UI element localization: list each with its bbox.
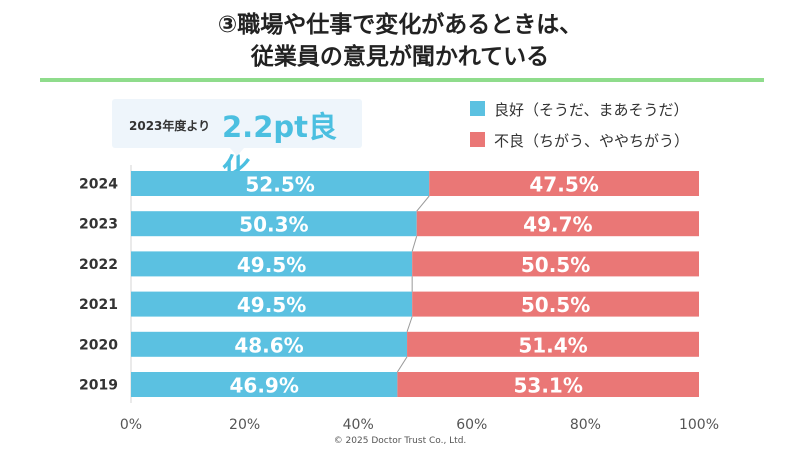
improvement-callout: 2023年度より 2.2pt良化 xyxy=(112,99,362,186)
category-label-2021: 2021 xyxy=(79,297,118,313)
bar-good-2019 xyxy=(131,372,398,397)
connector-line-2024 xyxy=(416,195,430,212)
chart-title-line1: ③職場や仕事で変化があるときは、 xyxy=(217,12,583,38)
legend-label-bad: 不良（ちがう、ややちがう） xyxy=(494,132,690,150)
bar-bad-2022 xyxy=(412,251,699,277)
data-label-good-2021: 49.5% xyxy=(237,293,306,317)
data-label-good-2019: 46.9% xyxy=(230,374,299,398)
x-tick-label-3: 60% xyxy=(456,417,487,433)
category-label-2020: 2020 xyxy=(79,337,118,353)
x-tick-label-2: 40% xyxy=(343,417,374,433)
data-label-bad-2022: 50.5% xyxy=(521,253,590,277)
category-label-2019: 2019 xyxy=(79,378,118,394)
bar-bad-2020 xyxy=(407,331,699,357)
bar-bad-2023 xyxy=(416,211,699,237)
data-label-good-2022: 49.5% xyxy=(237,253,306,277)
bar-good-2023 xyxy=(131,211,417,237)
bar-bad-2021 xyxy=(412,291,699,317)
bar-good-2021 xyxy=(131,291,413,317)
data-label-bad-2024: 47.5% xyxy=(529,173,598,197)
connector-line-2023 xyxy=(411,236,418,252)
x-tick-label-0: 0% xyxy=(120,417,142,433)
connector-line-2021 xyxy=(406,316,413,332)
data-label-bad-2021: 50.5% xyxy=(521,293,590,317)
copyright-footer: © 2025 Doctor Trust Co., Ltd. xyxy=(333,436,467,446)
x-tick-label-1: 20% xyxy=(229,417,260,433)
data-label-good-2020: 48.6% xyxy=(234,333,303,357)
data-label-bad-2019: 53.1% xyxy=(514,374,583,398)
callout-highlight: 2.2pt良化 xyxy=(222,110,337,186)
title-underline xyxy=(40,78,764,82)
data-label-bad-2023: 49.7% xyxy=(523,213,592,237)
callout-pointer xyxy=(230,148,244,156)
data-label-good-2024: 52.5% xyxy=(245,173,314,197)
category-label-2024: 2024 xyxy=(79,177,118,193)
x-tick-label-5: 100% xyxy=(679,417,719,433)
bar-bad-2024 xyxy=(429,171,699,196)
connector-line-2020 xyxy=(396,356,408,373)
bar-bad-2019 xyxy=(397,372,699,397)
legend-swatch-good xyxy=(470,101,485,116)
data-label-good-2023: 50.3% xyxy=(239,213,308,237)
bar-good-2024 xyxy=(131,171,430,196)
category-label-2022: 2022 xyxy=(79,257,118,273)
bar-good-2022 xyxy=(131,251,413,277)
x-tick-label-4: 80% xyxy=(570,417,601,433)
category-label-2023: 2023 xyxy=(79,217,118,233)
chart-title-line2: 従業員の意見が聞かれている xyxy=(250,44,550,70)
callout-prefix: 2023年度より xyxy=(129,119,211,133)
legend-label-good: 良好（そうだ、まあそうだ） xyxy=(494,101,689,119)
data-label-bad-2020: 51.4% xyxy=(518,333,587,357)
bar-good-2020 xyxy=(131,331,408,357)
legend-swatch-bad xyxy=(470,132,485,147)
